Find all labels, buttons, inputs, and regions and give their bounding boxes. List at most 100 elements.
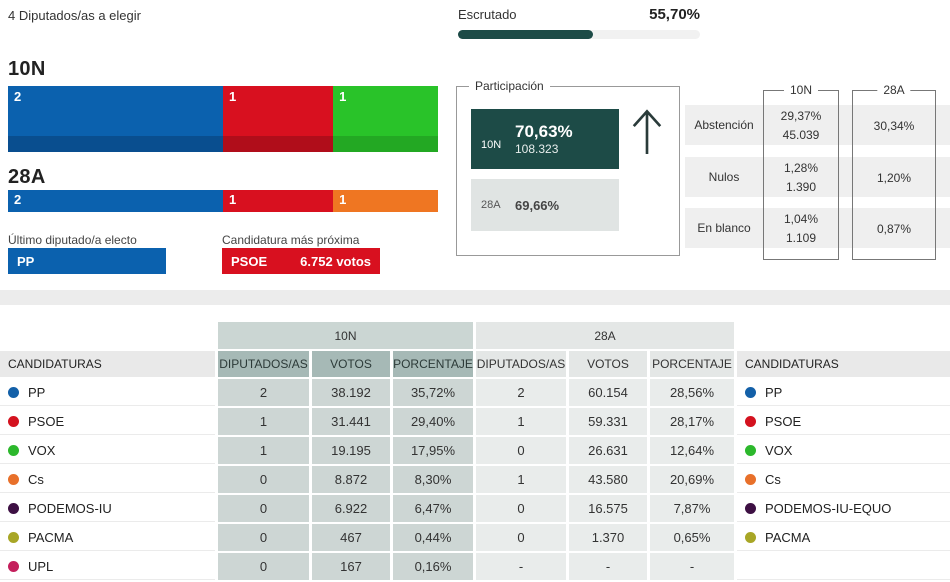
participation-28a-percent: 69,66% xyxy=(515,197,560,213)
col-header-10n-diputados: DIPUTADOS/AS xyxy=(218,351,309,377)
party-name: PACMA xyxy=(28,529,74,545)
cell-10n-votos: 8.872 xyxy=(312,466,390,493)
party-color-dot xyxy=(8,415,19,427)
party-color-dot xyxy=(745,531,756,543)
cell-10n-votos: 167 xyxy=(312,553,390,580)
seat-bar-segment: 1 xyxy=(333,86,438,152)
cell-28a-votos: - xyxy=(569,553,647,580)
party-name: Cs xyxy=(765,471,781,487)
cell-28a-votos: 59.331 xyxy=(569,408,647,435)
results-group-header-row: 10N 28A xyxy=(0,322,950,349)
cell-28a-diputados: - xyxy=(476,553,566,580)
party-name: PODEMOS-IU-EQUO xyxy=(765,500,892,516)
party-color-dot xyxy=(8,502,19,514)
party-cell-left: PODEMOS-IU xyxy=(0,495,215,522)
party-color-dot xyxy=(745,444,756,456)
cell-28a-porcentaje: 0,65% xyxy=(650,524,734,551)
last-elected-party-box: PP xyxy=(8,248,166,274)
participation-28a-label: 28A xyxy=(481,199,501,211)
seat-bar-segment: 1 xyxy=(333,190,438,212)
cell-28a-porcentaje: - xyxy=(650,553,734,580)
party-cell-right: VOX xyxy=(737,437,950,464)
table-row: VOX 1 19.195 17,95% 0 26.631 12,64% VOX xyxy=(0,437,950,464)
party-cell-right: PSOE xyxy=(737,408,950,435)
results-table: 10N 28A CANDIDATURAS DIPUTADOS/AS VOTOS … xyxy=(0,322,950,582)
party-cell-right xyxy=(737,553,950,580)
escrutado-value: 55,70% xyxy=(649,6,700,23)
stats-row-stripe xyxy=(685,157,950,197)
cell-28a-votos: 43.580 xyxy=(569,466,647,493)
col-header-10n-votos: VOTOS xyxy=(312,351,390,377)
party-color-dot xyxy=(745,386,756,398)
table-row: PSOE 1 31.441 29,40% 1 59.331 28,17% PSO… xyxy=(0,408,950,435)
stats-column-28a-header: 28A xyxy=(877,83,911,97)
party-color-dot xyxy=(745,415,756,427)
group-header-28a: 28A xyxy=(476,322,734,349)
closest-candidacy-votes: 6.752 votos xyxy=(300,253,371,269)
party-name: PACMA xyxy=(765,529,811,545)
cell-28a-diputados: 0 xyxy=(476,437,566,464)
stats-10n-nulos: 1,28% 1.390 xyxy=(783,161,819,194)
stats-row-stripe xyxy=(685,208,950,248)
escrutado-label: Escrutado xyxy=(458,7,517,22)
stats-label-enblanco: En blanco xyxy=(697,221,751,235)
participation-10n-votes: 108.323 xyxy=(515,141,559,156)
party-name: PP xyxy=(765,384,783,400)
cell-10n-porcentaje: 8,30% xyxy=(393,466,473,493)
closest-candidacy-label: Candidatura más próxima xyxy=(222,233,360,247)
seat-bar-segment: 1 xyxy=(223,190,334,212)
cell-10n-votos: 467 xyxy=(312,524,390,551)
participation-10n-box[interactable]: 10N 70,63% 108.323 xyxy=(471,109,619,169)
seat-bar-segment: 2 xyxy=(8,86,223,152)
seat-bar-28a-title: 28A xyxy=(8,166,46,188)
cell-10n-diputados: 0 xyxy=(218,466,309,493)
party-color-dot xyxy=(8,531,19,543)
party-color-dot xyxy=(745,473,756,485)
participation-10n-label: 10N xyxy=(481,139,502,151)
cell-10n-porcentaje: 0,16% xyxy=(393,553,473,580)
cell-10n-votos: 6.922 xyxy=(312,495,390,522)
party-cell-left: UPL xyxy=(0,553,215,580)
stats-column-28a: 28A 30,34% 1,20% 0,87% xyxy=(852,83,936,260)
cell-28a-diputados: 2 xyxy=(476,379,566,406)
stats-row-stripe xyxy=(685,105,950,145)
cell-10n-porcentaje: 35,72% xyxy=(393,379,473,406)
cell-10n-diputados: 0 xyxy=(218,524,309,551)
stats-column-10n-header: 10N xyxy=(783,83,819,97)
col-header-candidaturas-left: CANDIDATURAS xyxy=(0,351,215,377)
cell-28a-diputados: 1 xyxy=(476,466,566,493)
cell-28a-porcentaje: 28,17% xyxy=(650,408,734,435)
cell-28a-votos: 60.154 xyxy=(569,379,647,406)
table-row: PP 2 38.192 35,72% 2 60.154 28,56% PP xyxy=(0,379,950,406)
seat-bar-segment: 1 xyxy=(223,86,334,152)
last-elected-party: PP xyxy=(17,253,35,269)
stats-10n-enblanco: 1,04% 1.109 xyxy=(783,212,819,245)
trend-up-icon xyxy=(632,109,662,155)
stats-column-10n: 10N 29,37% 45.039 1,28% 1.390 1,04% 1.109 xyxy=(763,83,839,260)
seat-bar-10n-title: 10N xyxy=(8,58,46,80)
col-header-28a-votos: VOTOS xyxy=(569,351,647,377)
escrutado-progress-fill xyxy=(458,30,593,39)
cell-10n-porcentaje: 17,95% xyxy=(393,437,473,464)
party-name: PSOE xyxy=(28,413,65,429)
col-header-candidaturas-right: CANDIDATURAS xyxy=(737,351,950,377)
party-color-dot xyxy=(8,444,19,456)
col-header-10n-porcentaje: PORCENTAJE xyxy=(393,351,473,377)
cell-10n-diputados: 1 xyxy=(218,437,309,464)
stats-label-abstencion: Abstención xyxy=(694,118,754,132)
participation-title: Participación xyxy=(469,79,550,93)
party-cell-left: PSOE xyxy=(0,408,215,435)
cell-10n-votos: 38.192 xyxy=(312,379,390,406)
table-row: UPL 0 167 0,16% - - - xyxy=(0,553,950,580)
results-column-header-row: CANDIDATURAS DIPUTADOS/AS VOTOS PORCENTA… xyxy=(0,351,950,377)
escrutado-progress xyxy=(458,30,700,39)
cell-10n-diputados: 0 xyxy=(218,495,309,522)
party-name: PODEMOS-IU xyxy=(28,500,112,516)
party-cell-left: PACMA xyxy=(0,524,215,551)
cell-10n-diputados: 2 xyxy=(218,379,309,406)
group-header-10n: 10N xyxy=(218,322,473,349)
participation-28a-box[interactable]: 28A 69,66% xyxy=(471,179,619,231)
cell-10n-diputados: 1 xyxy=(218,408,309,435)
cell-28a-votos: 26.631 xyxy=(569,437,647,464)
